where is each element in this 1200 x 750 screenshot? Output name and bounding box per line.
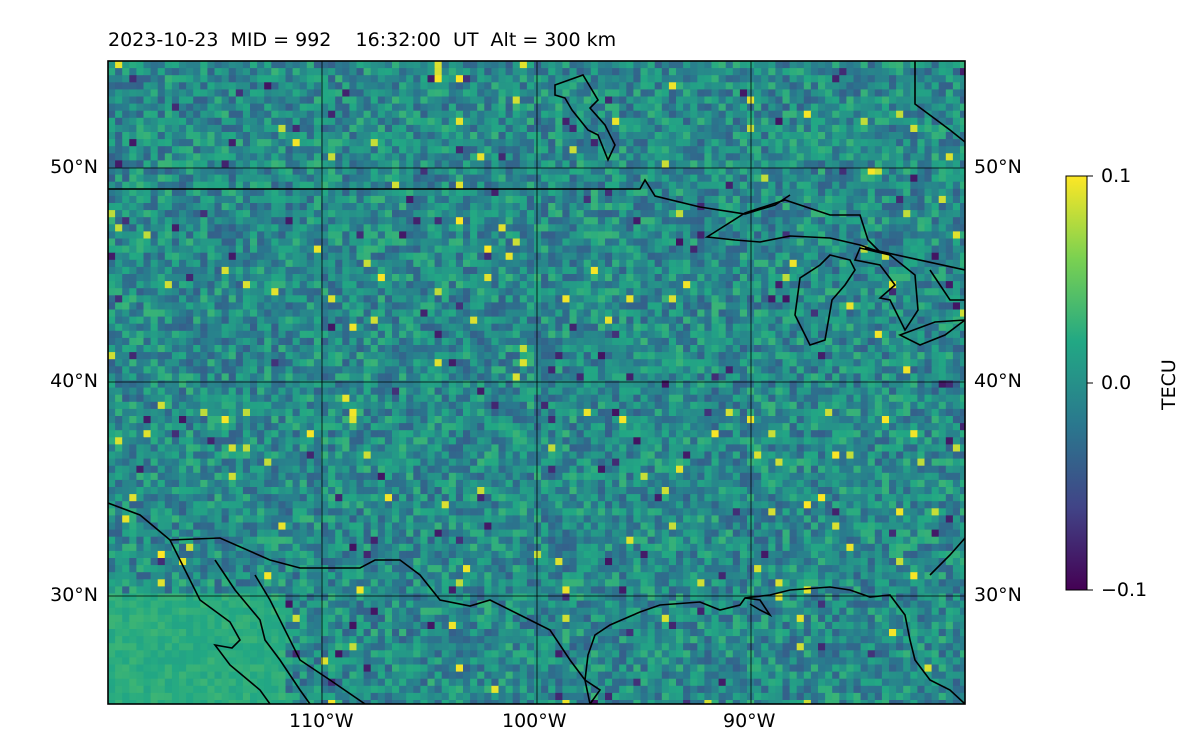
lat-label-40n-left: 40°N xyxy=(50,370,98,392)
florida-coast xyxy=(929,537,965,576)
lake-michigan xyxy=(794,254,856,346)
lat-label-30n-right: 30°N xyxy=(974,584,1022,606)
ne-coast xyxy=(914,61,965,143)
colorbar-label-zero: 0.0 xyxy=(1101,372,1132,394)
lon-label-90w: 90°W xyxy=(723,710,776,732)
mississippi-delta xyxy=(744,597,773,618)
lat-label-40n-right: 40°N xyxy=(974,370,1022,392)
great-lakes-east xyxy=(864,247,965,301)
lon-label-110w: 110°W xyxy=(289,710,354,732)
lat-label-50n-right: 50°N xyxy=(974,156,1022,178)
baja-coast xyxy=(214,559,311,704)
hudson-bay xyxy=(554,74,616,163)
lake-erie xyxy=(897,319,965,346)
colorbar-label-min: −0.1 xyxy=(1101,579,1148,601)
lake-huron xyxy=(853,247,919,332)
us-canada-border xyxy=(108,178,791,215)
lon-label-100w: 100°W xyxy=(502,710,567,732)
colorbar-title: TECU xyxy=(1158,359,1180,410)
us-mexico-border xyxy=(108,502,602,704)
gulf-coast xyxy=(584,586,965,704)
map-frame xyxy=(107,60,966,705)
lat-label-50n-left: 50°N xyxy=(50,156,98,178)
gulf-of-california xyxy=(169,539,271,704)
colorbar-label-max: 0.1 xyxy=(1101,165,1132,187)
coastlines xyxy=(108,61,965,704)
colorbar xyxy=(1065,175,1088,591)
tec-field xyxy=(108,61,965,704)
graticule xyxy=(108,61,965,704)
lat-label-30n-left: 30°N xyxy=(50,584,98,606)
map-title: 2023-10-23 MID = 992 16:32:00 UT Alt = 3… xyxy=(108,29,617,51)
